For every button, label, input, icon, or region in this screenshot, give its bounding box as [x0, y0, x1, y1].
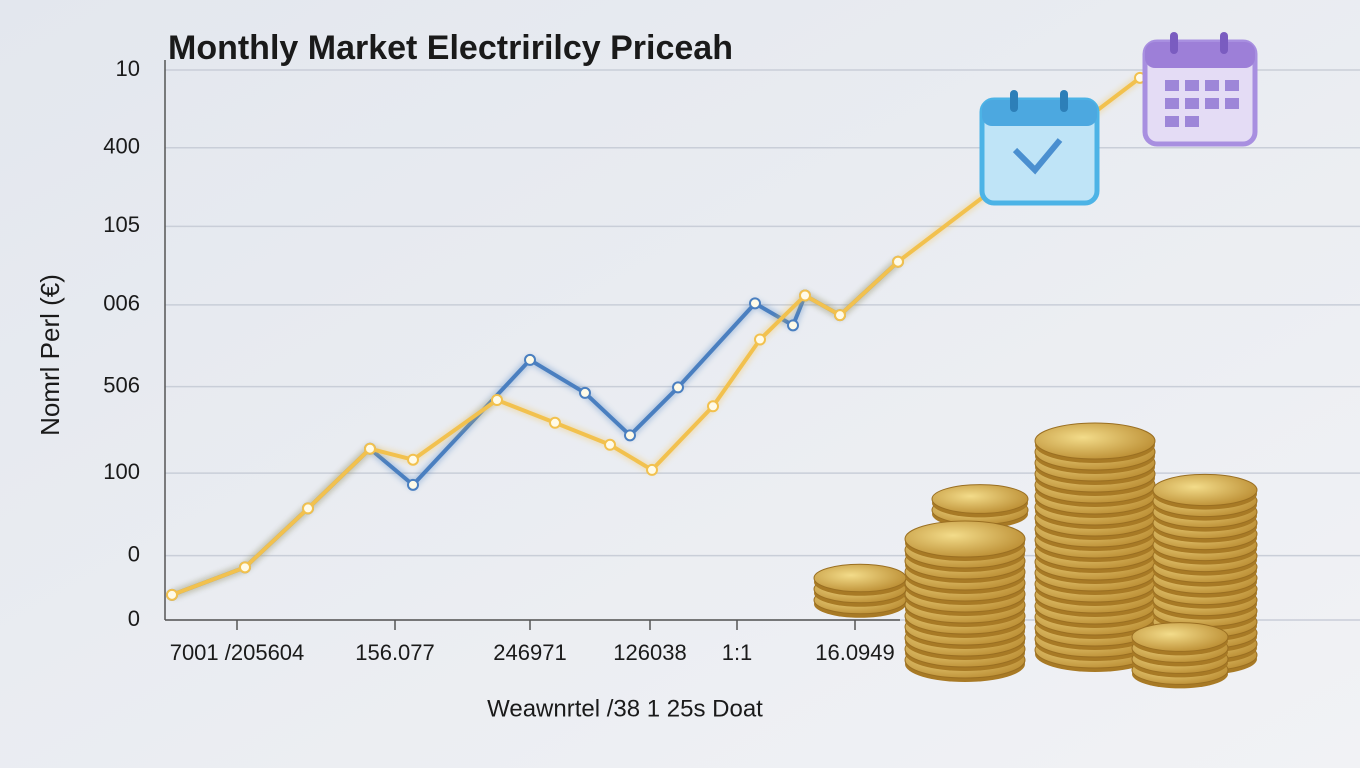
- data-point: [549, 416, 561, 429]
- data-point: [364, 442, 376, 455]
- data-point: [239, 561, 251, 574]
- coin: [1131, 622, 1229, 652]
- x-tick-label: 156.077: [355, 640, 435, 665]
- y-tick-label: 100: [103, 459, 140, 484]
- data-point: [624, 429, 636, 442]
- data-point: [524, 353, 536, 366]
- data-point: [787, 319, 799, 332]
- data-point: [407, 453, 419, 466]
- y-axis-label: Nomrl Perl (€): [35, 274, 65, 436]
- data-point: [302, 502, 314, 515]
- data-point: [707, 400, 719, 413]
- data-point: [646, 463, 658, 476]
- data-point: [579, 386, 591, 399]
- coin: [813, 563, 907, 593]
- coin: [1152, 473, 1258, 507]
- y-tick-label: 006: [103, 291, 140, 316]
- chart-title: Monthly Market Electririlcy Priceah: [168, 29, 733, 67]
- y-tick-label: 10: [116, 56, 140, 81]
- x-tick-label: 7001 /205604: [170, 640, 305, 665]
- x-tick-label: 1:1: [722, 640, 753, 665]
- x-axis-label: Weawnrtel /38 1 25s Doat: [487, 695, 763, 722]
- y-tick-label: 0: [128, 606, 140, 631]
- data-point: [166, 588, 178, 601]
- coin: [931, 484, 1029, 514]
- y-tick-label: 0: [128, 541, 140, 566]
- y-tick-label: 105: [103, 212, 140, 237]
- coin: [904, 520, 1026, 558]
- y-tick-label: 400: [103, 134, 140, 159]
- x-tick-label: 16.0949: [815, 640, 895, 665]
- decoration: [813, 32, 1258, 689]
- data-point: [672, 381, 684, 394]
- data-point: [892, 255, 904, 268]
- data-point: [799, 289, 811, 302]
- data-point: [834, 309, 846, 322]
- data-point: [407, 478, 419, 491]
- data-point: [604, 438, 616, 451]
- data-point: [749, 297, 761, 310]
- data-point: [491, 394, 503, 406]
- y-tick-label: 506: [103, 372, 140, 397]
- coin: [1034, 422, 1156, 460]
- data-point: [754, 333, 766, 346]
- x-tick-label: 246971: [493, 640, 566, 665]
- calendar-icon: [1142, 32, 1258, 147]
- x-tick-label: 126038: [613, 640, 686, 665]
- calendar-icon: [979, 90, 1100, 206]
